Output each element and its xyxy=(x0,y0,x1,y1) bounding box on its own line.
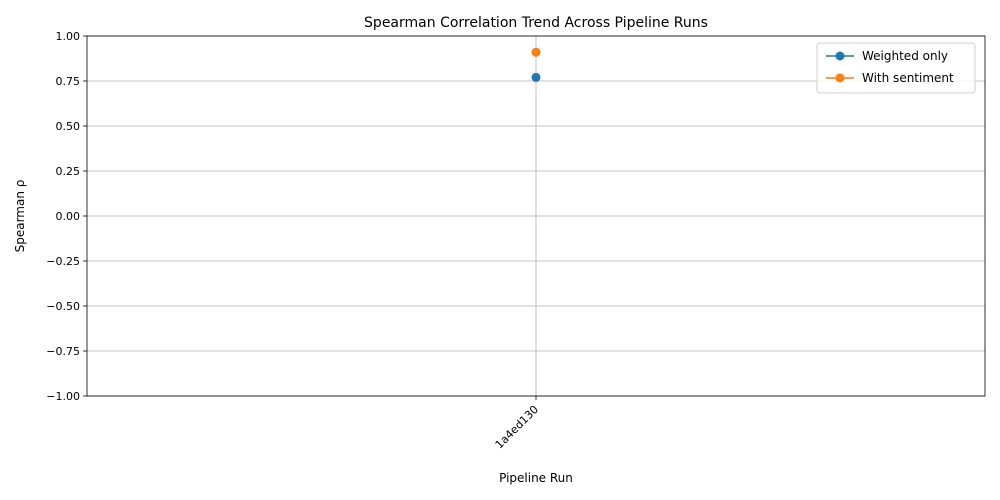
legend-marker xyxy=(835,51,845,61)
legend-entry: Weighted only xyxy=(862,49,948,63)
y-tick-label: −0.75 xyxy=(46,345,80,358)
data-point xyxy=(531,72,541,82)
y-tick-label: 1.00 xyxy=(56,30,81,43)
legend-entry: With sentiment xyxy=(862,71,954,85)
x-axis-label: Pipeline Run xyxy=(499,471,573,485)
legend: Weighted only With sentiment xyxy=(816,42,976,94)
y-axis: −1.00 −0.75 −0.50 −0.25 0.00 0.25 0.50 0.75 1.00 xyxy=(46,30,87,403)
data-point xyxy=(531,47,541,57)
y-axis-label: Spearman ρ xyxy=(13,180,27,253)
legend-box xyxy=(816,42,976,94)
y-tick-label: −0.50 xyxy=(46,300,80,313)
chart-title: Spearman Correlation Trend Across Pipeli… xyxy=(364,15,708,31)
legend-marker xyxy=(835,73,845,83)
y-tick-label: 0.25 xyxy=(56,165,81,178)
y-tick-label: −1.00 xyxy=(46,390,80,403)
y-tick-label: −0.25 xyxy=(46,255,80,268)
series-group xyxy=(531,47,541,82)
y-tick-label: 0.00 xyxy=(56,210,81,223)
y-tick-label: 0.50 xyxy=(56,120,81,133)
y-tick-label: 0.75 xyxy=(56,75,81,88)
